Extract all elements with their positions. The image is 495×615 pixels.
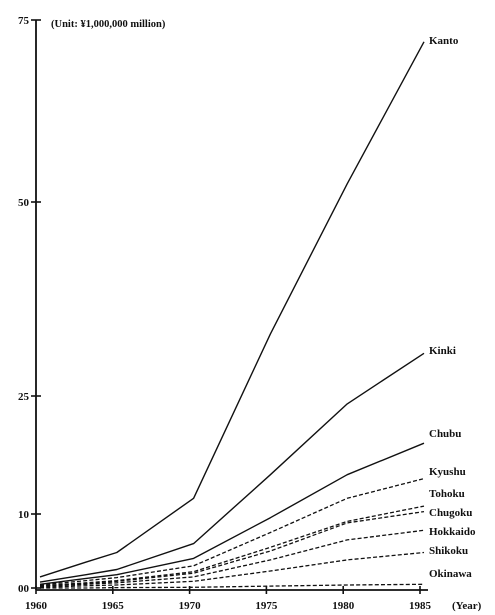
unit-note: (Unit: ¥1,000,000 million) [51, 19, 166, 30]
series-label-hokkaido: Hokkaido [429, 526, 476, 538]
series-line-hokkaido [39, 529, 425, 588]
series-line-chugoku [39, 510, 425, 587]
series-label-chugoku: Chugoku [429, 507, 472, 519]
x-tick-label: 1960 [25, 600, 48, 612]
series-lines [39, 41, 425, 589]
series-label-kyushu: Kyushu [429, 466, 466, 478]
y-ticks: 00 10 25 50 75 [18, 15, 41, 595]
series-line-okinawa [40, 583, 425, 589]
series-labels: Kanto Kinki Chubu Kyushu Tohoku Chugoku Hokkai… [429, 35, 476, 580]
x-tick-label: 1985 [409, 600, 432, 612]
x-axis-label: (Year) [452, 600, 482, 612]
x-tick-label: 1965 [102, 600, 125, 612]
series-label-shikoku: Shikoku [429, 545, 468, 557]
series-line-kanto [39, 41, 425, 578]
y-tick-label: 50 [18, 197, 30, 209]
y-tick-label: 00 [18, 583, 30, 595]
x-tick-label: 1980 [332, 600, 355, 612]
axes [35, 20, 428, 591]
series-line-kyushu [39, 477, 425, 586]
series-label-tohoku: Tohoku [429, 488, 465, 500]
y-tick-label: 25 [18, 391, 30, 403]
series-line-shikoku [39, 551, 425, 588]
series-label-kinki: Kinki [429, 345, 456, 357]
series-line-kinki [39, 352, 425, 583]
y-tick-label: 10 [18, 509, 30, 521]
y-tick-label: 75 [18, 15, 30, 27]
x-tick-label: 1970 [179, 600, 202, 612]
x-ticks: 1960 1965 1970 1975 1980 1985 [25, 586, 432, 612]
series-label-chubu: Chubu [429, 428, 461, 440]
series-line-tohoku [39, 505, 425, 587]
series-label-okinawa: Okinawa [429, 568, 472, 580]
series-label-kanto: Kanto [429, 35, 459, 47]
series-line-chubu [39, 442, 425, 585]
x-tick-label: 1975 [255, 600, 278, 612]
